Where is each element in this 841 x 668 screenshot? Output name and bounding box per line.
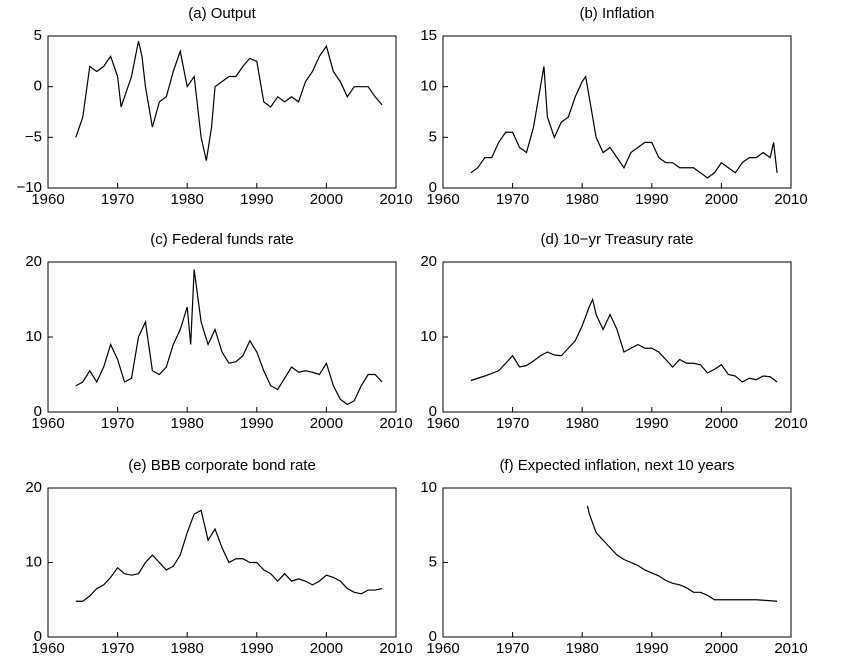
x-tick-label: 1980 bbox=[566, 415, 599, 432]
x-tick-label: 1960 bbox=[31, 415, 64, 432]
x-tick-label: 1960 bbox=[426, 415, 459, 432]
y-tick-label: 15 bbox=[420, 27, 437, 44]
x-tick-label: 1960 bbox=[426, 640, 459, 657]
x-tick-label: 1980 bbox=[171, 191, 204, 208]
x-tick-label: 1990 bbox=[240, 415, 273, 432]
y-tick-label: 0 bbox=[429, 403, 437, 420]
y-tick-label: 0 bbox=[429, 628, 437, 645]
x-tick-label: 2010 bbox=[774, 640, 807, 657]
series-line bbox=[75, 269, 383, 406]
y-tick-label: 10 bbox=[25, 553, 42, 570]
axes-box bbox=[47, 487, 397, 638]
x-tick-label: 1990 bbox=[635, 191, 668, 208]
x-tick-label: 1980 bbox=[171, 415, 204, 432]
panel-title: (b) Inflation bbox=[579, 5, 654, 22]
x-tick-label: 2000 bbox=[310, 191, 343, 208]
y-tick-label: −10 bbox=[17, 179, 42, 196]
x-tick-label: 2010 bbox=[774, 191, 807, 208]
x-tick-label: 2000 bbox=[310, 640, 343, 657]
panel-title: (e) BBB corporate bond rate bbox=[128, 457, 316, 474]
y-tick-label: 0 bbox=[34, 403, 42, 420]
y-tick-label: 20 bbox=[420, 253, 437, 270]
panel-title: (a) Output bbox=[188, 5, 256, 22]
y-tick-label: 0 bbox=[34, 628, 42, 645]
y-tick-label: 0 bbox=[429, 179, 437, 196]
x-tick-label: 1970 bbox=[101, 640, 134, 657]
x-tick-label: 1990 bbox=[240, 191, 273, 208]
x-tick-label: 1970 bbox=[496, 415, 529, 432]
x-tick-label: 1990 bbox=[635, 640, 668, 657]
x-tick-label: 1970 bbox=[101, 415, 134, 432]
series-line bbox=[75, 509, 383, 602]
x-tick-label: 2010 bbox=[379, 415, 412, 432]
y-tick-label: 20 bbox=[25, 479, 42, 496]
panel-title: (d) 10−yr Treasury rate bbox=[541, 231, 694, 248]
x-tick-label: 1970 bbox=[101, 191, 134, 208]
panel-title: (f) Expected inflation, next 10 years bbox=[499, 457, 734, 474]
x-tick-label: 2010 bbox=[774, 415, 807, 432]
x-tick-label: 1970 bbox=[496, 191, 529, 208]
series-line bbox=[470, 297, 778, 383]
x-tick-label: 2000 bbox=[705, 415, 738, 432]
axes-box bbox=[442, 487, 792, 638]
y-tick-label: −5 bbox=[25, 128, 42, 145]
axes-box bbox=[47, 261, 397, 413]
x-tick-label: 1980 bbox=[566, 191, 599, 208]
x-tick-label: 1960 bbox=[426, 191, 459, 208]
x-tick-label: 2000 bbox=[310, 415, 343, 432]
y-tick-label: 0 bbox=[34, 78, 42, 95]
series-line bbox=[470, 66, 778, 179]
y-tick-label: 10 bbox=[420, 78, 437, 95]
x-tick-label: 1980 bbox=[566, 640, 599, 657]
axes-box bbox=[442, 261, 792, 413]
y-tick-label: 5 bbox=[429, 128, 437, 145]
x-tick-label: 2000 bbox=[705, 191, 738, 208]
y-tick-label: 10 bbox=[420, 479, 437, 496]
x-tick-label: 2000 bbox=[705, 640, 738, 657]
series-line bbox=[586, 505, 778, 602]
axes-box bbox=[442, 35, 792, 189]
y-tick-label: 20 bbox=[25, 253, 42, 270]
panel-title: (c) Federal funds rate bbox=[150, 231, 293, 248]
x-tick-label: 1970 bbox=[496, 640, 529, 657]
y-tick-label: 5 bbox=[34, 27, 42, 44]
x-tick-label: 2010 bbox=[379, 191, 412, 208]
axes-box bbox=[47, 35, 397, 189]
x-tick-label: 1960 bbox=[31, 640, 64, 657]
x-tick-label: 1960 bbox=[31, 191, 64, 208]
series-line bbox=[75, 40, 383, 161]
y-tick-label: 5 bbox=[429, 553, 437, 570]
y-tick-label: 10 bbox=[25, 328, 42, 345]
x-tick-label: 1990 bbox=[240, 640, 273, 657]
x-tick-label: 2010 bbox=[379, 640, 412, 657]
x-tick-label: 1980 bbox=[171, 640, 204, 657]
y-tick-label: 10 bbox=[420, 328, 437, 345]
x-tick-label: 1990 bbox=[635, 415, 668, 432]
